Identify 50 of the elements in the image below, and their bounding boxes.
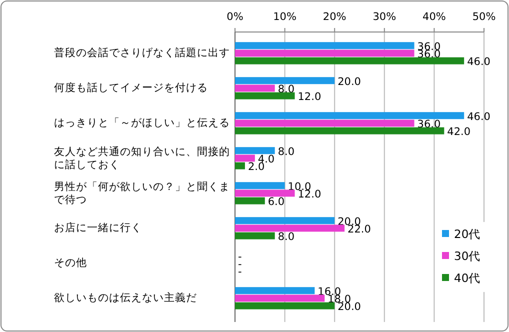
bar (235, 182, 285, 190)
data-label: 36.0 (417, 118, 441, 130)
data-label: 46.0 (467, 110, 490, 123)
data-label: 2.0 (248, 161, 265, 174)
x-tick-label: 30% (372, 11, 396, 23)
bar (235, 287, 315, 294)
y-tick-label: 普段の会話でさりげなく話題に出す (54, 47, 231, 60)
data-label: 6.0 (268, 196, 285, 208)
y-tick-label: 男性が「何が欲しいの？」と聞くまで待つ (54, 180, 231, 206)
data-label: 22.0 (348, 224, 371, 236)
bar (235, 57, 464, 64)
bar (235, 147, 275, 154)
y-tick-label: お店に一緒に行く (54, 222, 143, 235)
bar (235, 232, 275, 240)
x-tick-label: 10% (273, 11, 296, 23)
bar (235, 42, 414, 50)
y-tick-label: 何度も話してイメージを付ける (54, 82, 209, 95)
data-label: 8.0 (278, 231, 295, 244)
data-label: 8.0 (278, 84, 295, 96)
x-tick-label: 40% (422, 11, 446, 23)
x-tick-label: 50% (472, 11, 496, 23)
bar (235, 294, 325, 302)
x-tick-label: 0% (226, 11, 244, 23)
data-label: 20.0 (338, 76, 361, 88)
legend-label: 40代 (454, 271, 481, 285)
data-label: 46.0 (467, 56, 490, 68)
bar (235, 84, 275, 92)
bar (235, 120, 414, 127)
bar (235, 92, 295, 100)
bar (235, 127, 444, 134)
bar (235, 162, 245, 170)
x-tick-label: 20% (322, 11, 346, 23)
bar (235, 154, 255, 162)
y-tick-label: 友人など共通の知り合いに、間接的に話しておく (54, 146, 231, 172)
bar (235, 224, 345, 232)
data-label: 42.0 (447, 126, 471, 138)
data-label: 12.0 (298, 91, 322, 104)
y-tick-label: 欲しいものは伝えない主義だ (54, 292, 198, 305)
y-tick-label: はっきりと「～がほしい」と伝える (54, 117, 231, 130)
legend-label: 20代 (454, 227, 481, 241)
bar (235, 197, 265, 204)
bar (235, 50, 414, 57)
bar (235, 217, 335, 224)
y-tick-label: その他 (54, 257, 88, 270)
bar (235, 302, 335, 310)
bar (235, 77, 335, 84)
legend-label: 30代 (454, 249, 481, 263)
bar (235, 190, 295, 197)
bar (235, 112, 464, 120)
data-label: 8.0 (278, 146, 295, 158)
